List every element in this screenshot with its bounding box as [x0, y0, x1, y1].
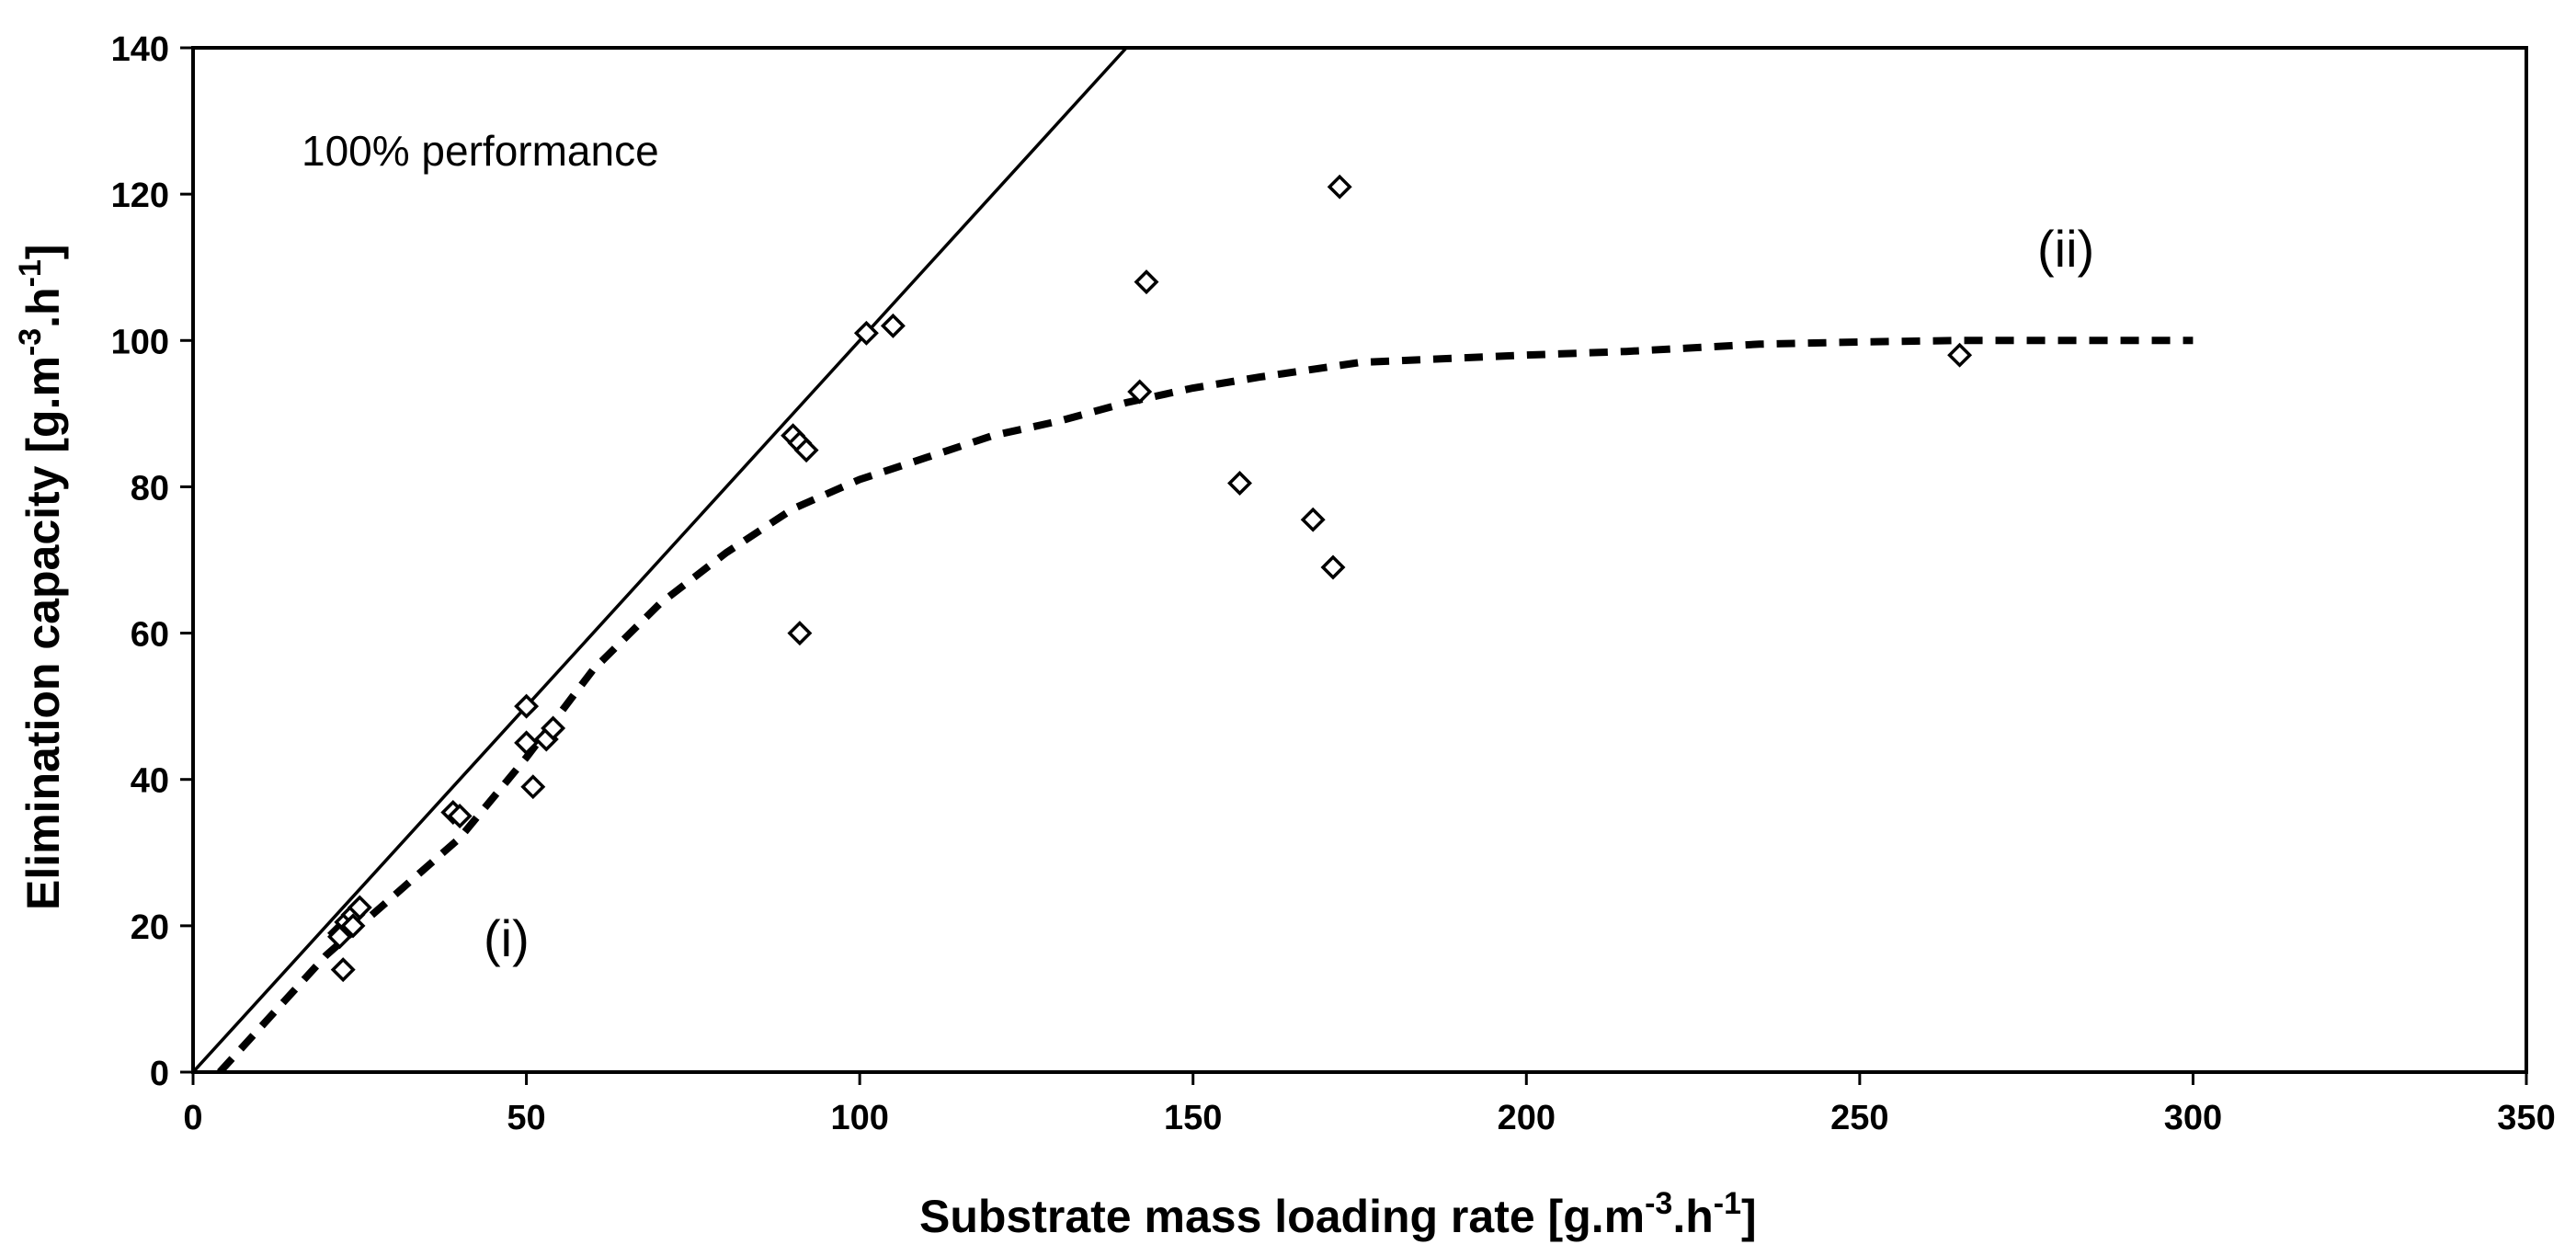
- data-point: [787, 621, 813, 646]
- x-tick-label: 300: [2164, 1099, 2222, 1137]
- x-tick-label: 0: [183, 1099, 202, 1137]
- annotation-100-performance: 100% performance: [302, 127, 659, 175]
- data-point: [1327, 174, 1352, 200]
- y-tick-label: 120: [111, 177, 169, 215]
- y-tick-label: 60: [131, 616, 169, 655]
- x-tick-label: 150: [1164, 1099, 1222, 1137]
- y-axis-title: Elimination capacity [g.m-3.h-1]: [13, 245, 69, 910]
- y-tick-label: 20: [131, 908, 169, 947]
- x-axis-title-main: Substrate mass loading rate [g.m: [919, 1191, 1645, 1242]
- model-fit-dashed-line: [217, 337, 2194, 1072]
- x-tick-label: 200: [1498, 1099, 1556, 1137]
- scatter-points: [327, 174, 1973, 983]
- data-point: [514, 730, 540, 756]
- data-point: [880, 313, 906, 338]
- data-point: [1127, 379, 1153, 405]
- data-point: [1300, 507, 1326, 532]
- axes: 0 50 100 150 200 250 300 350 0 20 40 60 80 100 120 140: [111, 30, 2556, 1137]
- y-tick-label: 100: [111, 323, 169, 361]
- y-tick-label: 140: [111, 30, 169, 69]
- data-point: [793, 438, 819, 463]
- x-axis-title-mid: .h: [1672, 1191, 1713, 1242]
- annotation-region-ii: (ii): [2037, 220, 2094, 278]
- data-point: [520, 774, 546, 800]
- data-point: [1227, 471, 1252, 496]
- y-tick-label: 0: [150, 1055, 169, 1093]
- data-point: [347, 895, 372, 920]
- x-tick-label: 350: [2497, 1099, 2555, 1137]
- y-axis-title-sup-2: -1: [13, 259, 48, 287]
- data-point: [330, 957, 356, 983]
- y-axis-title-main: Elimination capacity [g.m: [17, 356, 69, 910]
- y-axis-title-mid: .h: [17, 287, 69, 327]
- performance-100-line: [193, 48, 1128, 1072]
- data-point: [340, 913, 366, 939]
- y-tick-label: 40: [131, 762, 169, 801]
- data-point: [1320, 554, 1346, 580]
- annotation-region-i: (i): [484, 909, 530, 967]
- y-axis-title-end: ]: [17, 245, 69, 260]
- data-point: [1947, 342, 1973, 368]
- x-axis-title-sup-2: -1: [1714, 1186, 1741, 1221]
- series-lines: [193, 48, 2194, 1072]
- data-point: [1134, 269, 1159, 295]
- data-point: [853, 320, 879, 346]
- plot-frame: [191, 46, 2528, 1074]
- data-point: [447, 804, 473, 828]
- data-point: [514, 693, 540, 719]
- x-tick-label: 100: [830, 1099, 888, 1137]
- x-tick-label: 50: [507, 1099, 545, 1137]
- data-point: [327, 924, 352, 950]
- y-axis-title-sup-1: -3: [13, 328, 48, 356]
- x-axis-title: Substrate mass loading rate [g.m-3.h-1]: [919, 1186, 1757, 1242]
- data-point: [541, 715, 566, 741]
- x-axis-title-sup-1: -3: [1645, 1186, 1672, 1221]
- x-axis-title-end: ]: [1741, 1191, 1757, 1242]
- x-tick-label: 250: [1830, 1099, 1888, 1137]
- y-tick-label: 80: [131, 469, 169, 508]
